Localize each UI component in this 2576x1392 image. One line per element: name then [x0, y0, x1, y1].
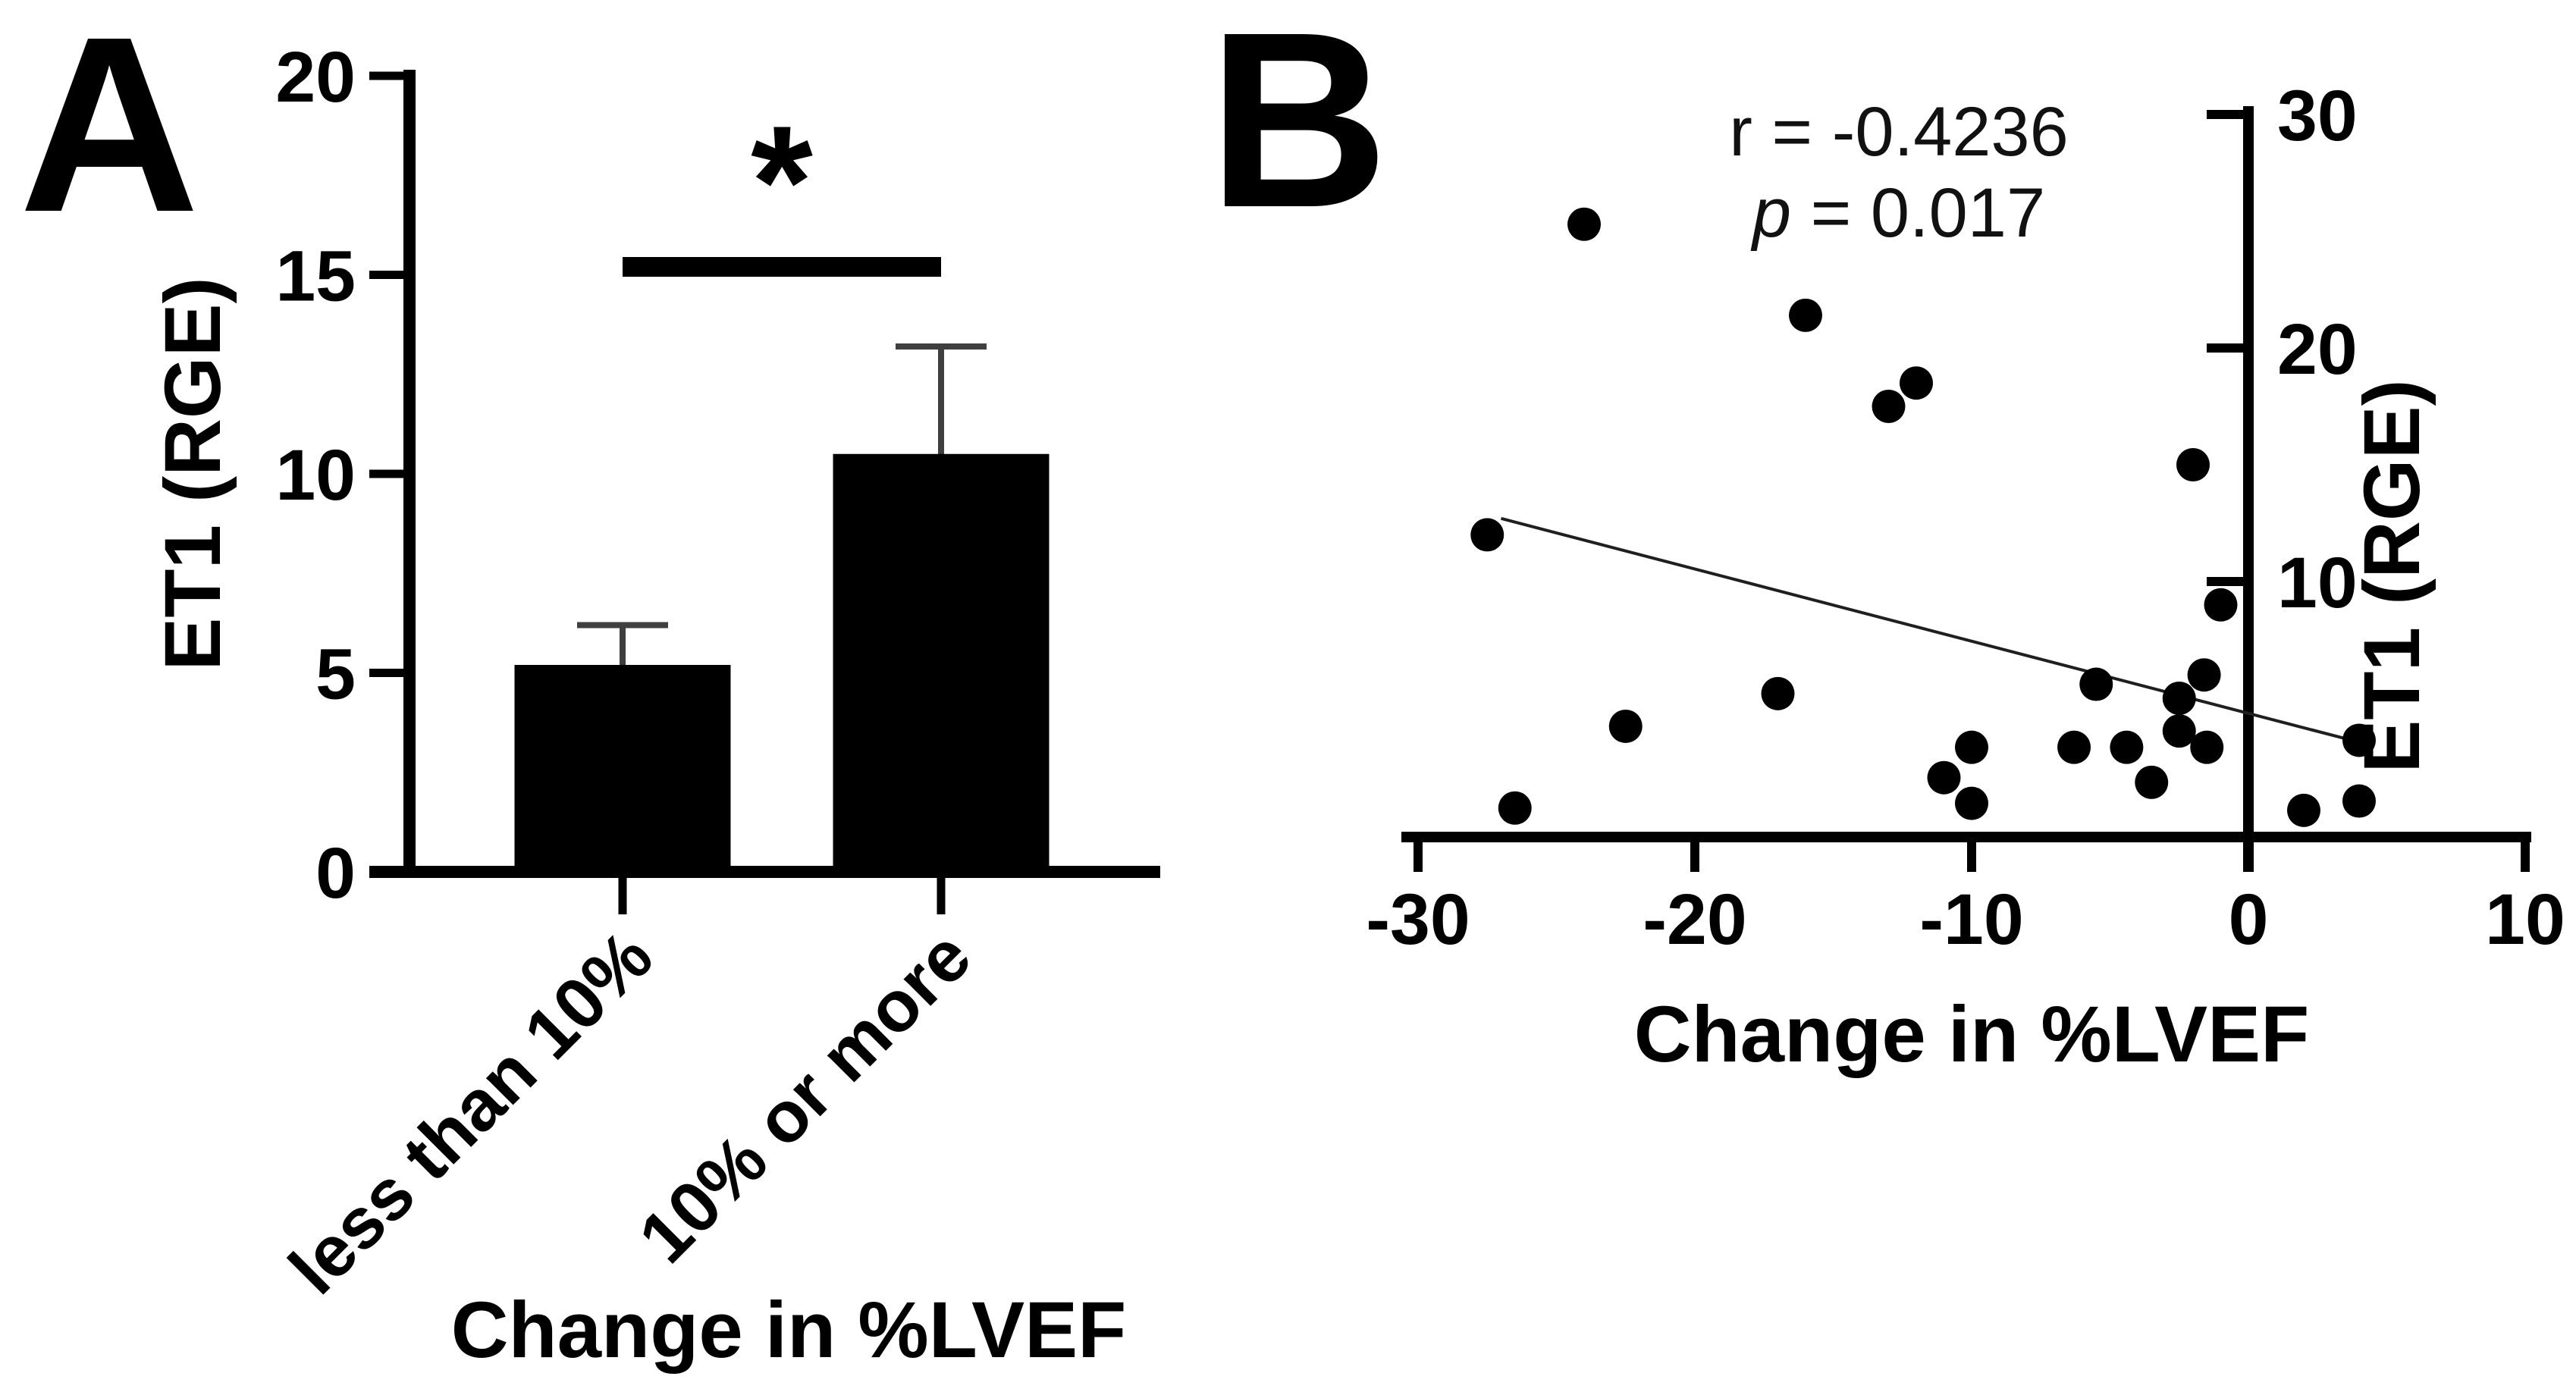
scatter-point [2287, 793, 2320, 827]
y-tick-label: 15 [275, 237, 356, 317]
x-tick-label: 0 [2229, 879, 2269, 960]
bar [514, 665, 731, 872]
y-tick-label: 10 [275, 435, 356, 516]
p-value: = 0.017 [1791, 174, 2045, 252]
x-tick-label: -10 [1919, 879, 2023, 960]
scatter-point [1761, 676, 1795, 710]
scatter-point [2057, 730, 2091, 764]
panel-b: B r = -0.4236 p = 0.017 ET1 (RGE) Change… [1208, 0, 2565, 1079]
x-tick-label: -30 [1366, 879, 1470, 960]
panel-b-label: B [1208, 0, 1388, 259]
y-tick-label: 30 [2277, 76, 2358, 156]
scatter-point [2110, 730, 2144, 764]
panel-a: A ET1 (RGE) Change in %LVEF 0 5 10 15 20 less… [19, 0, 1160, 1375]
category-label: less than 10% [275, 916, 668, 1309]
scatter-point [1498, 791, 1532, 825]
y-tick-label: 0 [315, 833, 356, 914]
regression-line [1500, 516, 2357, 743]
panel-a-y-axis-title: ET1 (RGE) [149, 277, 237, 670]
scatter-point [2162, 682, 2196, 715]
scatter-point [1608, 709, 1643, 743]
scatter-point [2187, 658, 2221, 692]
panel-a-label: A [19, 0, 199, 264]
scatter-point [1470, 518, 1504, 552]
scatter-point [1567, 207, 1601, 241]
p-value-annotation: p = 0.017 [1750, 174, 2045, 252]
scatter-point [1900, 366, 1933, 400]
scatter-point [1955, 786, 1988, 820]
scatter-point [2342, 784, 2376, 818]
r-value: = -0.4236 [1752, 93, 2069, 171]
panel-a-plot: 0 5 10 15 20 less than 10%10% or more * [275, 37, 1160, 1309]
scatter-point [1789, 298, 1822, 332]
scatter-point [2204, 588, 2238, 622]
panel-b-plot: -30 -20 -10 0 10 10 20 30 [1366, 76, 2565, 960]
scatter-point [1927, 760, 1961, 795]
x-tick-label: -20 [1643, 879, 1746, 960]
correlation-annotation: r = -0.4236 [1729, 93, 2069, 171]
x-tick-label: 10 [2485, 879, 2565, 960]
y-tick-label: 20 [275, 37, 356, 118]
category-label: 10% or more [624, 916, 987, 1278]
p-symbol: p [1750, 174, 1791, 252]
scatter-point [2342, 723, 2376, 757]
scatter-point [2190, 730, 2224, 764]
panel-b-x-axis-title: Change in %LVEF [1634, 990, 2310, 1079]
y-tick-label: 10 [2277, 543, 2358, 623]
bar [833, 453, 1050, 872]
panel-a-x-axis-title: Change in %LVEF [451, 1286, 1127, 1375]
y-tick-label: 5 [315, 635, 356, 715]
significance-star: * [751, 92, 813, 271]
r-symbol: r [1729, 93, 1752, 171]
panel-b-y-axis-title: ET1 (RGE) [2348, 379, 2436, 773]
y-tick-label: 20 [2277, 309, 2358, 390]
scatter-point [1955, 730, 1988, 764]
scatter-point [2176, 448, 2210, 481]
scatter-point [1872, 390, 1906, 423]
scatter-point [2079, 667, 2113, 701]
scatter-point [2135, 765, 2169, 799]
scatter-point [2162, 714, 2196, 748]
